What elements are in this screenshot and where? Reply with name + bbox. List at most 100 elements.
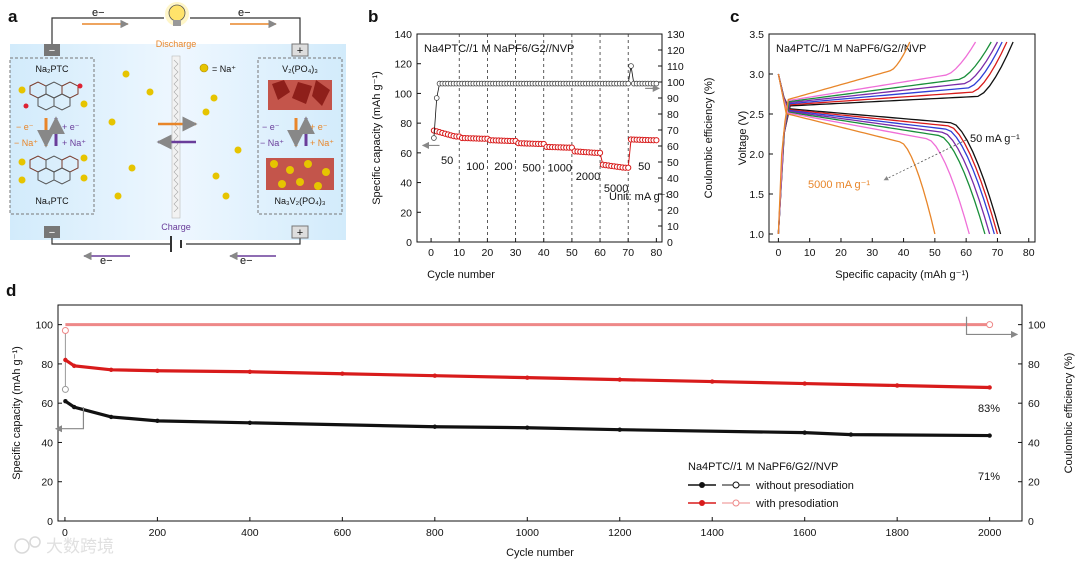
d-right-axis-arrow xyxy=(965,316,1019,339)
electron-label-bottom-left: e− xyxy=(100,255,113,267)
b-rate-label: 200 xyxy=(494,161,512,173)
b-ytick-label: 80 xyxy=(400,118,412,130)
watermark-text: 大数跨境 xyxy=(46,537,114,556)
b-xtick-label: 20 xyxy=(482,247,494,259)
c-ytick-label: 2.0 xyxy=(749,149,764,161)
d-ytick-label: 60 xyxy=(41,398,53,410)
cathode-bottom-label: Na₃V₂(PO₄)₃ xyxy=(274,196,325,206)
panel-d-frame xyxy=(57,304,1023,522)
panel-a: a e− e− Discharge Charge e− e− − + − + xyxy=(8,2,346,267)
d-capacity-point xyxy=(525,375,530,380)
terminal-minus-top: − xyxy=(49,45,55,57)
legend-marker-with-ce xyxy=(732,499,740,507)
c-charge-curve xyxy=(777,41,911,235)
b-y2tick-label: 30 xyxy=(667,189,679,201)
b-ce-point xyxy=(431,135,437,141)
d-xtick-label: 400 xyxy=(241,527,259,539)
b-capacity-point xyxy=(596,149,604,156)
d-capacity-point xyxy=(108,367,114,372)
separator-pattern xyxy=(173,59,179,213)
discharge-label: Discharge xyxy=(156,39,197,49)
c-ytick-label: 3.5 xyxy=(749,29,764,41)
anode-terminal-top xyxy=(44,44,60,56)
watermark: 大数跨境 xyxy=(14,536,114,556)
b-ce-point xyxy=(433,95,440,101)
panel-c-label-5000: 5000 mA g⁻¹ xyxy=(808,179,870,191)
panel-c-ylabel: Voltage (V) xyxy=(737,111,749,165)
c-ytick-label: 1.5 xyxy=(749,189,764,201)
c-charge-curve xyxy=(777,41,1003,235)
b-ytick-label: 20 xyxy=(400,207,412,219)
c-discharge-curve xyxy=(777,73,995,235)
terminal-plus-bottom: + xyxy=(297,227,303,239)
c-xtick-label: 60 xyxy=(960,247,972,259)
retention-without: 71% xyxy=(978,471,1000,483)
d-capacity-point xyxy=(432,424,438,429)
na3vpo-crystal-icon xyxy=(266,158,334,190)
legend-marker-with xyxy=(699,500,705,506)
separator xyxy=(171,55,181,219)
b-y2tick-label: 130 xyxy=(667,29,685,41)
b-rate-label: 5000 xyxy=(604,183,628,195)
legend-marker-without-ce xyxy=(732,481,740,489)
c-xtick-label: 50 xyxy=(929,247,941,259)
electron-label-top-right: e− xyxy=(238,7,251,19)
panel-b-xlabel: Cycle number xyxy=(427,269,495,281)
panel-d-ylabel: Specific capacity (mAh g⁻¹) xyxy=(11,346,23,480)
d-xtick-label: 1800 xyxy=(885,527,909,539)
panel-c-frame xyxy=(768,33,1036,243)
b-y2tick-label: 110 xyxy=(667,61,684,73)
panel-c-title: Na4PTC//1 M NaPF6/G2//NVP xyxy=(776,43,926,55)
panel-b-y2label: Coulombic efficiency (%) xyxy=(703,78,715,199)
c-ytick-label: 3.0 xyxy=(749,69,764,81)
d-capacity-point xyxy=(617,427,622,432)
panel-letter-a: a xyxy=(8,7,18,26)
d-ce-first-point xyxy=(61,385,69,393)
cathode-terminal-top xyxy=(291,43,309,57)
c-discharge-curve xyxy=(777,73,999,235)
cathode-top-label: V₂(PO₄)₃ xyxy=(282,64,318,74)
b-ytick-label: 40 xyxy=(400,178,412,190)
c-xtick-label: 10 xyxy=(804,247,816,259)
panel-c-marks: 0 10 20 30 40 50 60 70 80 1.0 1.5 2.0 2.5 3.0 3.5 xyxy=(749,29,1034,259)
d-xtick-label: 1400 xyxy=(701,527,725,539)
b-y2tick-label: 100 xyxy=(667,77,685,89)
cathode-plus-electron: + e⁻ xyxy=(310,122,328,132)
c-ytick-label: 2.5 xyxy=(749,109,764,121)
d-ce-start-point xyxy=(61,327,69,335)
circuit-top xyxy=(51,17,301,48)
na-legend-label: = Na⁺ xyxy=(212,64,236,74)
d-ytick-label: 100 xyxy=(35,320,53,332)
watermark-logo-dot-icon xyxy=(29,536,41,548)
d-capacity-line xyxy=(64,399,990,438)
c-xtick-label: 0 xyxy=(775,247,781,259)
c-discharge-curve xyxy=(777,73,970,235)
anode-minus-electron: − e⁻ xyxy=(16,122,34,132)
sodium-ions xyxy=(108,70,242,200)
b-rate-label: 50 xyxy=(441,155,453,167)
cathode-box xyxy=(257,57,343,215)
b-y2tick-label: 90 xyxy=(667,93,679,105)
d-capacity-point xyxy=(71,404,77,410)
electron-label-bottom-right: e− xyxy=(240,255,253,267)
b-ce-line xyxy=(433,65,657,139)
anode-terminal-bottom xyxy=(44,226,60,238)
legend-label-without: without presodiation xyxy=(755,480,854,492)
b-rate-label: 100 xyxy=(466,161,484,173)
c-discharge-curve xyxy=(777,73,936,235)
anode-top-label: Na₂PTC xyxy=(36,64,69,74)
c-discharge-curve xyxy=(777,73,1002,235)
d-xtick-label: 1000 xyxy=(516,527,540,539)
electron-label-top-left: e− xyxy=(92,7,105,19)
anode-box xyxy=(9,57,95,215)
b-y2tick-label: 70 xyxy=(667,125,679,137)
c-charge-curve xyxy=(777,41,1008,235)
panel-letter-c: c xyxy=(730,7,739,26)
panel-letter-d: d xyxy=(6,281,16,300)
c-charge-curve xyxy=(777,41,977,235)
b-y2tick-label: 120 xyxy=(667,45,685,57)
cathode-minus-electron: − e⁻ xyxy=(262,122,280,132)
d-xtick-label: 1600 xyxy=(793,527,817,539)
d-xtick-label: 1200 xyxy=(608,527,632,539)
c-discharge-curve xyxy=(777,73,991,235)
